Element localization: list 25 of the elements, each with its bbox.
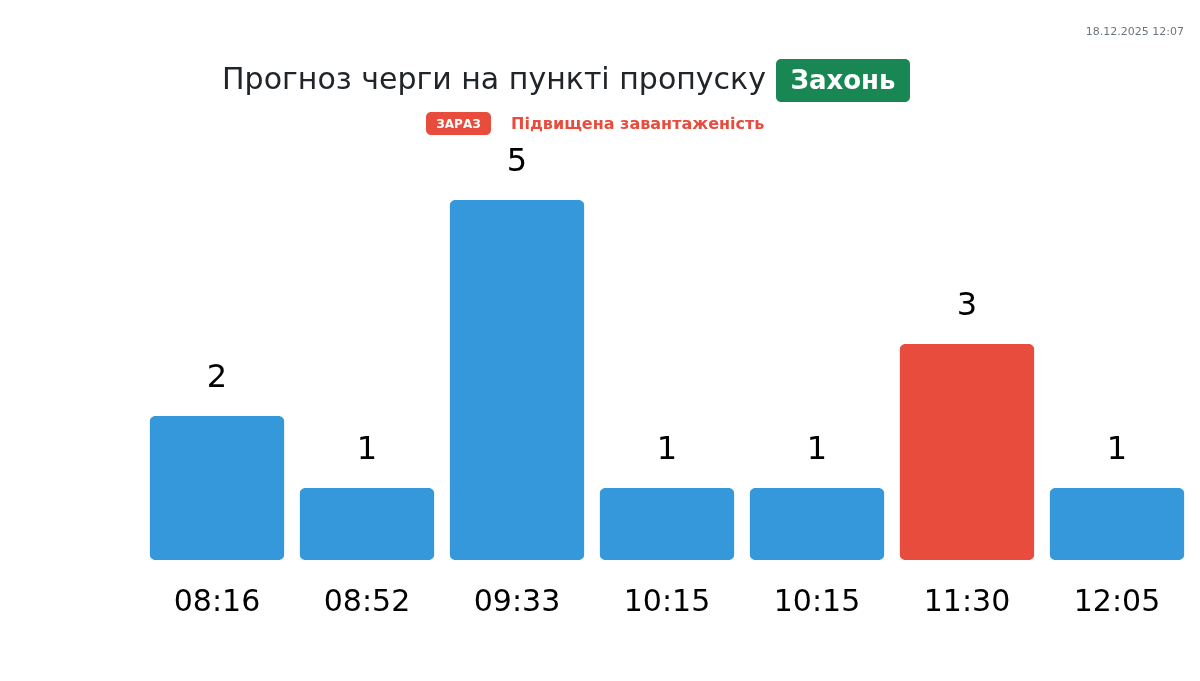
x-tick-label: 09:33 [473,582,561,618]
data-label: 2 [206,357,228,395]
bar [299,488,435,560]
text: 18.12.2025 12:07 [1085,25,1184,38]
bar [899,344,1035,560]
data-label: 1 [356,429,378,467]
chart-subtitle: Підвищена завантаженість [511,114,765,133]
x-tick-label: 10:15 [773,582,861,618]
bar [449,200,585,560]
x-tick-label: 11:30 [923,582,1011,618]
chart-title: Прогноз черги на пункті пропуску Захонь [222,61,896,96]
x-tick-label: 10:15 [623,582,711,618]
bar [599,488,735,560]
bar [149,416,285,560]
data-label: 1 [656,429,678,467]
x-tick-label: 12:05 [1073,582,1161,618]
x-tick-label: 08:52 [323,582,411,618]
data-label: 3 [956,285,978,323]
bar [1049,488,1185,560]
data-label: 5 [506,141,528,179]
x-tick-label: 08:16 [173,582,261,618]
data-label: 1 [806,429,828,467]
data-label: 1 [1106,429,1128,467]
bar [749,488,885,560]
text: ЗАРАЗ [436,116,481,131]
